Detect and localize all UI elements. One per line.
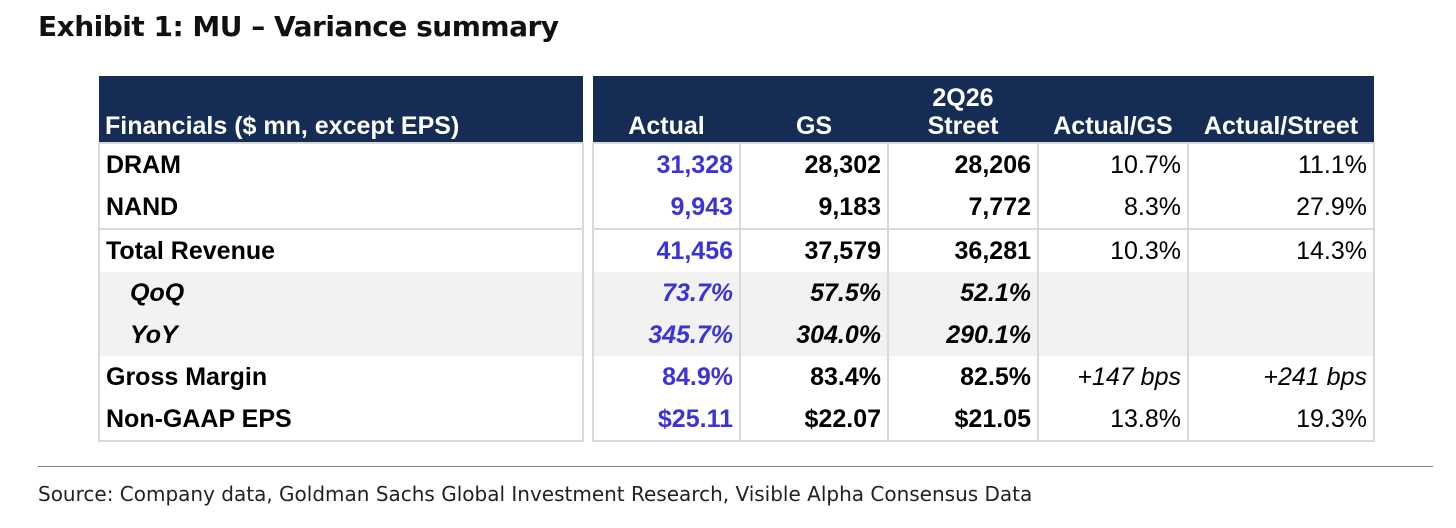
cell-actual-vs-gs xyxy=(1038,314,1189,356)
table-row: QoQ 73.7% 57.5% 52.1% xyxy=(98,272,1375,314)
footer-divider xyxy=(38,466,1433,467)
cell-actual: 9,943 xyxy=(592,186,741,229)
variance-table-container: Financials ($ mn, except EPS) Actual GS … xyxy=(98,76,1375,442)
cell-gs: 28,302 xyxy=(740,142,889,186)
row-label: Total Revenue xyxy=(98,228,584,272)
cell-actual-vs-gs: 10.3% xyxy=(1038,228,1189,272)
variance-table: Financials ($ mn, except EPS) Actual GS … xyxy=(98,76,1375,442)
cell-actual-vs-street: 19.3% xyxy=(1188,398,1375,442)
cell-actual: $25.11 xyxy=(592,398,741,442)
cell-actual-vs-gs: 10.7% xyxy=(1038,142,1189,186)
cell-gs: 304.0% xyxy=(740,314,889,356)
header-financials: Financials ($ mn, except EPS) xyxy=(99,76,583,143)
row-label: NAND xyxy=(98,186,584,229)
table-row: YoY 345.7% 304.0% 290.1% xyxy=(98,314,1375,356)
cell-street: $21.05 xyxy=(888,398,1039,442)
cell-street: 28,206 xyxy=(888,142,1039,186)
cell-actual-vs-gs: 13.8% xyxy=(1038,398,1189,442)
cell-street: 52.1% xyxy=(888,272,1039,314)
table-row: Gross Margin 84.9% 83.4% 82.5% +147 bps … xyxy=(98,356,1375,398)
header-gs: GS xyxy=(740,76,888,143)
header-street-label: Street xyxy=(927,112,999,140)
cell-street: 82.5% xyxy=(888,356,1039,398)
header-period: 2Q26 xyxy=(932,84,994,112)
cell-actual-vs-street xyxy=(1188,272,1375,314)
source-note: Source: Company data, Goldman Sachs Glob… xyxy=(38,482,1033,506)
cell-gs: $22.07 xyxy=(740,398,889,442)
cell-street: 36,281 xyxy=(888,228,1039,272)
table-header-row: Financials ($ mn, except EPS) Actual GS … xyxy=(99,76,1374,143)
row-label: QoQ xyxy=(98,272,584,314)
cell-actual-vs-street: 11.1% xyxy=(1188,142,1375,186)
table-row: Non-GAAP EPS $25.11 $22.07 $21.05 13.8% … xyxy=(98,398,1375,442)
cell-actual: 84.9% xyxy=(592,356,741,398)
header-actual: Actual xyxy=(593,76,740,143)
cell-actual: 41,456 xyxy=(592,228,741,272)
cell-actual: 73.7% xyxy=(592,272,741,314)
cell-actual-vs-street xyxy=(1188,314,1375,356)
header-actual-vs-gs: Actual/GS xyxy=(1038,76,1188,143)
cell-actual-vs-street: +241 bps xyxy=(1188,356,1375,398)
cell-gs: 9,183 xyxy=(740,186,889,229)
cell-gs: 37,579 xyxy=(740,228,889,272)
cell-street: 7,772 xyxy=(888,186,1039,229)
row-label: DRAM xyxy=(98,142,584,186)
cell-actual-vs-gs xyxy=(1038,272,1189,314)
cell-actual-vs-street: 27.9% xyxy=(1188,186,1375,229)
header-street: 2Q26 Street xyxy=(888,76,1038,143)
row-label: YoY xyxy=(98,314,584,356)
row-label: Non-GAAP EPS xyxy=(98,398,584,442)
cell-street: 290.1% xyxy=(888,314,1039,356)
header-actual-vs-street: Actual/Street xyxy=(1188,76,1374,143)
cell-actual-vs-street: 14.3% xyxy=(1188,228,1375,272)
cell-gs: 57.5% xyxy=(740,272,889,314)
table-row: Total Revenue 41,456 37,579 36,281 10.3%… xyxy=(98,228,1375,272)
cell-gs: 83.4% xyxy=(740,356,889,398)
cell-actual-vs-gs: +147 bps xyxy=(1038,356,1189,398)
row-label: Gross Margin xyxy=(98,356,584,398)
table-row: NAND 9,943 9,183 7,772 8.3% 27.9% xyxy=(98,186,1375,229)
cell-actual: 31,328 xyxy=(592,142,741,186)
exhibit-title: Exhibit 1: MU – Variance summary xyxy=(38,10,559,43)
table-row: DRAM 31,328 28,302 28,206 10.7% 11.1% xyxy=(98,142,1375,186)
cell-actual: 345.7% xyxy=(592,314,741,356)
cell-actual-vs-gs: 8.3% xyxy=(1038,186,1189,229)
